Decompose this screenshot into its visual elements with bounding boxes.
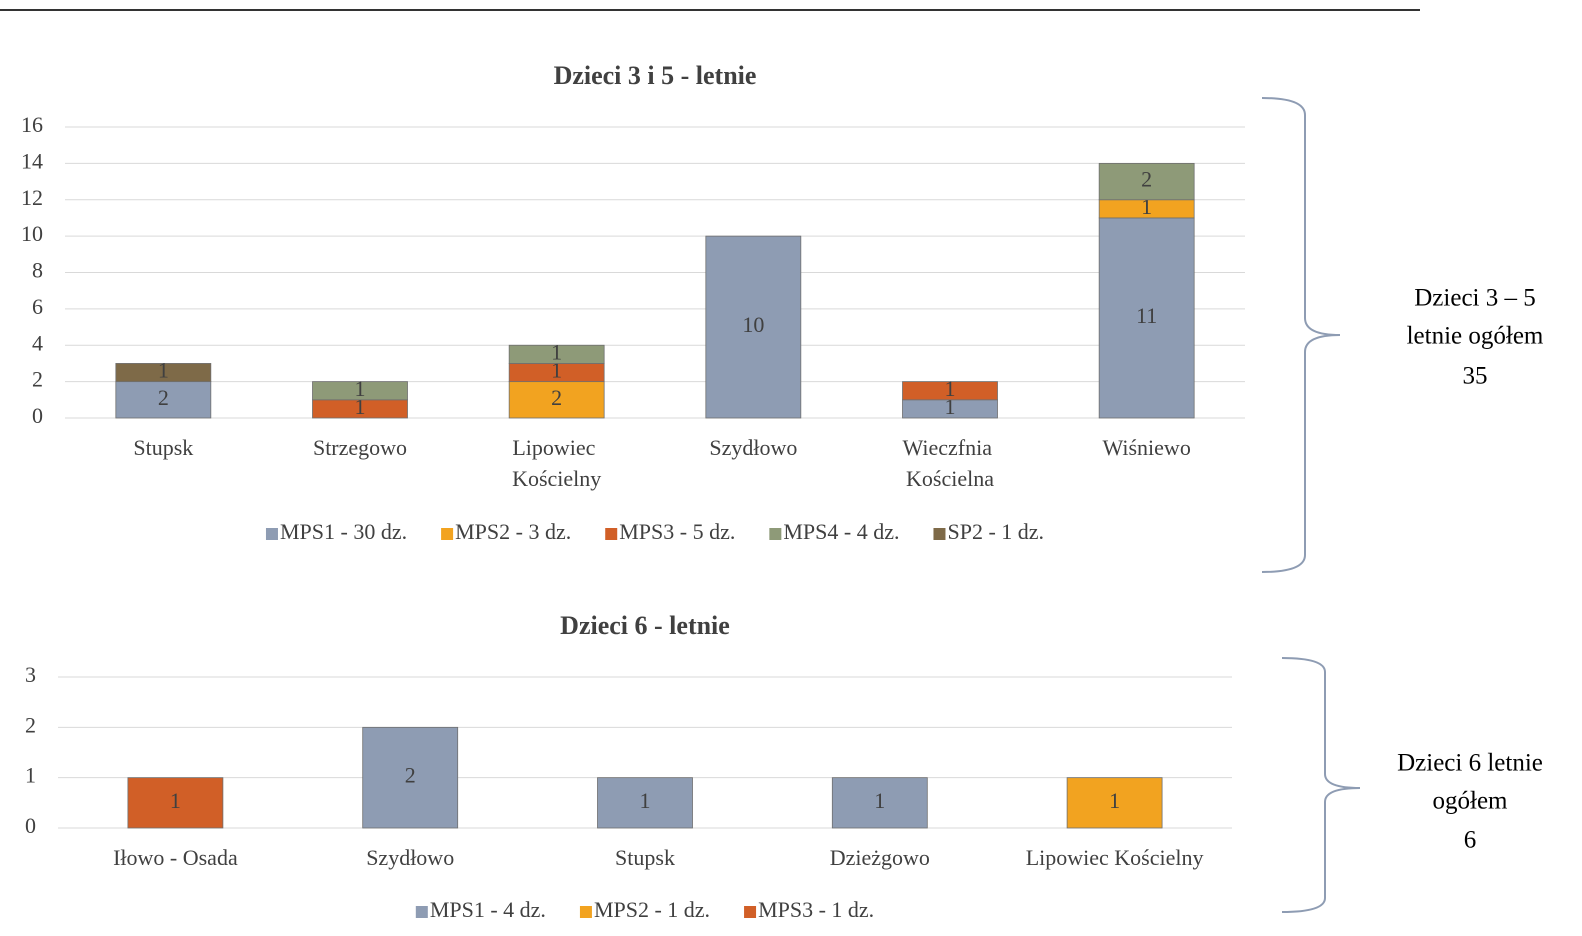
brace — [1281, 657, 1361, 913]
data-label: 1 — [945, 376, 956, 401]
legend-label: MPS4 - 4 dz. — [783, 519, 899, 544]
data-label: 1 — [170, 788, 181, 813]
y-tick-label: 1 — [25, 763, 36, 788]
annotation: Dzieci 6 letnie — [1397, 750, 1543, 777]
bar-segment — [831, 777, 928, 829]
data-label: 11 — [1136, 303, 1157, 328]
y-tick-label: 0 — [32, 403, 43, 428]
x-tick-label: Stupsk — [615, 845, 675, 870]
annotation: ogółem — [1433, 788, 1509, 815]
annotation: Dzieci 3 – 5 — [1414, 285, 1535, 312]
y-tick-label: 14 — [21, 148, 43, 173]
legend-swatch — [744, 906, 757, 918]
y-tick-label: 4 — [32, 330, 43, 355]
annotation: 6 — [1464, 827, 1477, 854]
data-label: 1 — [1141, 194, 1152, 219]
y-tick-label: 10 — [21, 221, 43, 246]
y-tick-label: 6 — [32, 294, 43, 319]
data-label: 10 — [742, 312, 764, 337]
legend-label: MPS2 - 1 dz. — [594, 897, 710, 922]
bar-segment — [1098, 162, 1195, 201]
brace — [1261, 97, 1341, 573]
data-label: 1 — [158, 358, 169, 383]
data-label: 2 — [551, 385, 562, 410]
data-label: 1 — [1109, 788, 1120, 813]
bar-segment — [362, 726, 459, 829]
x-tick-label: Szydłowo — [366, 845, 454, 870]
data-label: 1 — [355, 394, 366, 419]
legend-label: MPS1 - 30 dz. — [280, 519, 407, 544]
legend-label: SP2 - 1 dz. — [947, 519, 1044, 544]
y-tick-label: 8 — [32, 258, 43, 283]
x-tick-label: Dzieżgowo — [830, 845, 930, 870]
legend-label: MPS2 - 3 dz. — [455, 519, 571, 544]
legend-swatch — [415, 906, 428, 918]
x-tick-label: Strzegowo — [313, 435, 407, 460]
legend-label: MPS1 - 4 dz. — [430, 897, 546, 922]
y-tick-label: 16 — [21, 112, 43, 137]
annotation: letnie ogółem — [1407, 323, 1544, 350]
bar-segment — [127, 777, 224, 829]
x-tick-label: Iłowo - Osada — [113, 845, 238, 870]
data-label: 2 — [405, 763, 416, 788]
x-tick-label: Wiśniewo — [1103, 435, 1191, 460]
legend: MPS1 - 4 dz. MPS2 - 1 dz. MPS3 - 1 dz. — [415, 897, 874, 922]
annotation: 35 — [1463, 363, 1488, 390]
bar-segment — [115, 363, 212, 383]
data-label: 1 — [551, 339, 562, 364]
y-tick-label: 2 — [32, 367, 43, 392]
y-tick-label: 12 — [21, 185, 43, 210]
legend-swatch — [265, 528, 278, 540]
bar-segment — [1066, 777, 1163, 829]
bar-segment — [508, 344, 605, 364]
data-label: 2 — [1141, 167, 1152, 192]
legend-swatch — [933, 528, 946, 540]
legend-label: MPS3 - 5 dz. — [619, 519, 735, 544]
legend-swatch — [579, 906, 592, 918]
bar-segment — [597, 777, 693, 829]
bar-segment — [902, 381, 998, 401]
legend-swatch — [441, 528, 454, 540]
legend: MPS1 - 30 dz. MPS2 - 3 dz. MPS3 - 5 dz. MPS… — [265, 519, 1044, 544]
data-label: 1 — [355, 376, 366, 401]
data-label: 1 — [551, 358, 562, 383]
bar-segment — [705, 235, 802, 419]
y-tick-label: 3 — [25, 662, 36, 687]
x-tick-label: Wieczfnia Kościelna — [903, 435, 998, 491]
legend-swatch — [769, 528, 782, 540]
data-label: 1 — [640, 788, 651, 813]
x-tick-label: Stupsk — [133, 435, 193, 460]
data-label: 1 — [874, 788, 885, 813]
data-label: 2 — [158, 385, 169, 410]
legend-label: MPS3 - 1 dz. — [758, 897, 874, 922]
data-label: 1 — [945, 394, 956, 419]
chart-title: Dzieci 3 i 5 - letnie — [554, 61, 757, 90]
y-tick-label: 0 — [25, 813, 36, 838]
bar-segment — [1098, 217, 1195, 419]
chart-title: Dzieci 6 - letnie — [560, 611, 730, 640]
legend-swatch — [605, 528, 618, 540]
x-tick-label: Szydłowo — [709, 435, 797, 460]
bar-segment — [312, 381, 408, 401]
x-tick-label: Lipowiec Kościelny — [512, 435, 601, 491]
bar-segment — [508, 381, 605, 419]
y-tick-label: 2 — [25, 712, 36, 737]
x-tick-label: Lipowiec Kościelny — [1026, 845, 1204, 870]
